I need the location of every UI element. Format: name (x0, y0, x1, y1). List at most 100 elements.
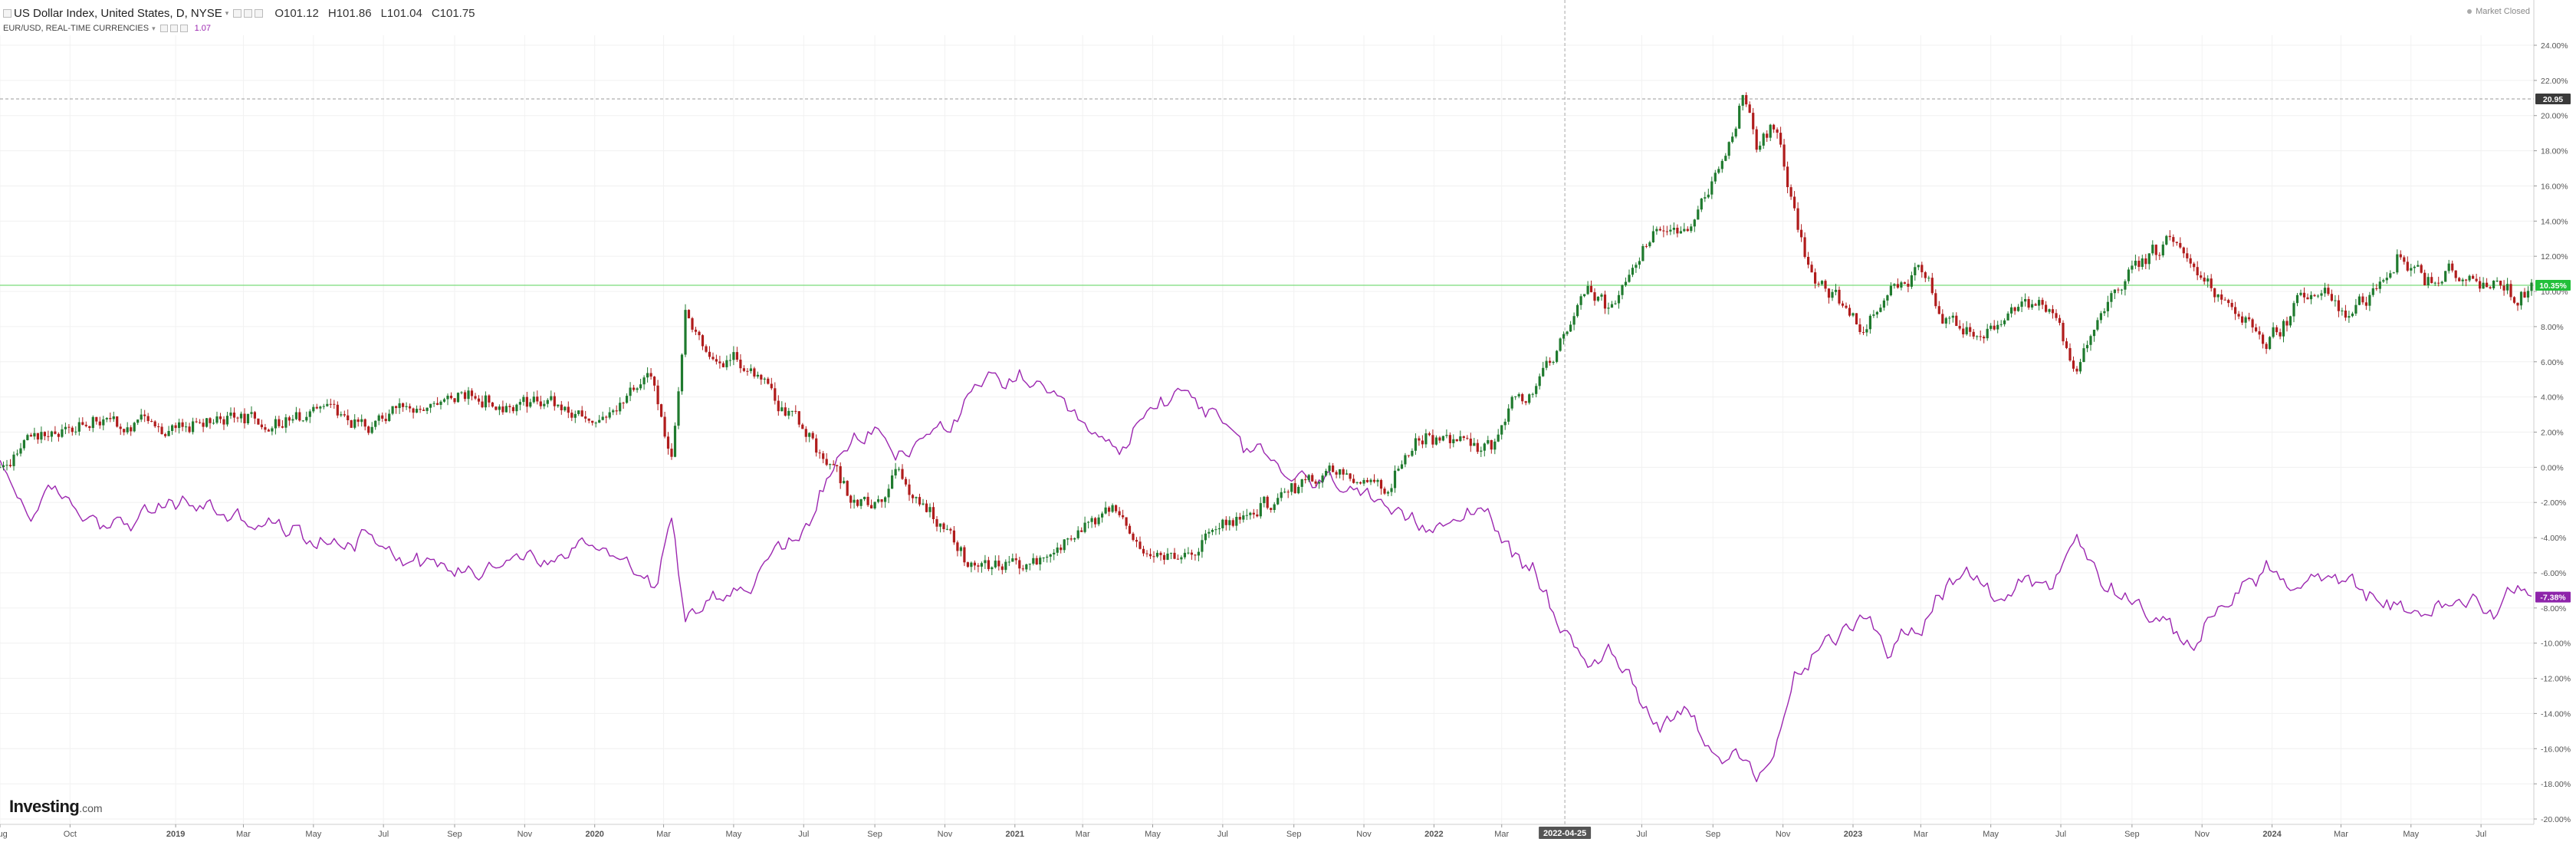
collapse-toggle-icon[interactable] (3, 8, 12, 18)
x-tick-label: Nov (2194, 830, 2210, 839)
dxy-candle (1152, 551, 1155, 563)
candle-body (1907, 284, 1910, 287)
candle-body (2323, 288, 2327, 294)
settings-icon[interactable] (169, 25, 178, 32)
candle-body (2444, 271, 2447, 282)
candle-body (1748, 104, 1751, 113)
candle-body (2526, 291, 2530, 298)
dxy-candle (1752, 107, 1755, 135)
candle-body (1865, 329, 1868, 333)
dxy-candle (105, 417, 108, 423)
x-tick-label: Oct (64, 830, 77, 839)
dxy-candle (1986, 324, 1989, 341)
dxy-candle (818, 449, 821, 459)
dxy-candle (897, 466, 901, 472)
dxy-candle (1469, 433, 1472, 452)
candle-body (1930, 278, 1934, 294)
dxy-candle (963, 544, 966, 567)
candle-body (673, 426, 677, 457)
visibility-icon[interactable] (233, 8, 242, 18)
dxy-candle (1311, 472, 1314, 482)
chevron-down-icon[interactable]: ▾ (152, 24, 156, 32)
candle-body (153, 421, 156, 426)
dxy-candle (2241, 311, 2244, 325)
candle-body (2313, 294, 2316, 297)
dxy-candle (1800, 224, 1803, 242)
dxy-candle (880, 499, 883, 508)
candle-body (977, 565, 980, 567)
candle-body (1142, 548, 1145, 554)
dxy-candle (1273, 502, 1276, 513)
dxy-candle (2013, 306, 2016, 315)
candle-body (2337, 300, 2340, 311)
dxy-candle (1242, 511, 1245, 523)
dxy-candle (377, 413, 380, 426)
dxy-candle (1066, 538, 1070, 546)
dxy-candle (153, 420, 156, 429)
compare-title[interactable]: EUR/USD, REAL-TIME CURRENCIES (3, 24, 150, 33)
visibility-icon[interactable] (159, 25, 168, 32)
dxy-candle (945, 525, 948, 531)
dxy-candle (1727, 141, 1730, 160)
candle-body (1924, 272, 1927, 278)
dxy-candle (2382, 278, 2385, 283)
candle-body (2306, 297, 2309, 300)
dxy-candle (1614, 300, 1617, 305)
chevron-down-icon[interactable]: ▾ (225, 8, 229, 17)
dxy-candle (2320, 290, 2323, 301)
candle-body (987, 560, 990, 570)
candle-body (1500, 425, 1503, 435)
candle-body (825, 459, 828, 465)
candle-body (2193, 263, 2196, 268)
candle-body (1900, 282, 1903, 288)
candle-body (922, 503, 925, 505)
candle-body (1307, 475, 1310, 481)
candle-body (1035, 557, 1038, 564)
settings-icon[interactable] (244, 8, 253, 18)
dxy-candle (40, 426, 43, 443)
dxy-candle (2220, 289, 2223, 305)
candle-body (2440, 281, 2443, 284)
candle-body (2234, 307, 2237, 314)
candle-body (546, 400, 549, 404)
dxy-candle (1379, 479, 1383, 495)
candle-body (843, 481, 846, 484)
dxy-candle (1132, 531, 1135, 542)
candle-body (2172, 237, 2175, 242)
dxy-candle (1958, 320, 1961, 331)
dxy-candle (853, 495, 856, 509)
dxy-candle (199, 419, 202, 424)
time-axis[interactable]: AugOct2019MarMayJulSepNov2020MarMayJulSe… (0, 824, 2534, 839)
close-icon[interactable] (179, 25, 188, 32)
dxy-candle (2003, 318, 2006, 327)
dxy-candle (1090, 515, 1093, 528)
candle-body (1948, 317, 1951, 319)
dxy-candle (2193, 261, 2196, 271)
candle-body (1538, 376, 1541, 386)
candle-body (1115, 505, 1118, 511)
dxy-candle (2041, 298, 2044, 310)
dxy-candle (843, 477, 846, 485)
x-tick-label: May (1983, 830, 1999, 839)
dxy-candle (1610, 301, 1614, 308)
candle-body (1201, 540, 1204, 552)
dxy-candle (363, 418, 366, 431)
dxy-candle (546, 398, 549, 408)
price-axis[interactable]: 24.00%22.00%20.00%18.00%16.00%14.00%12.0… (2533, 0, 2571, 824)
dxy-candle (1783, 139, 1786, 171)
dxy-candle (1438, 436, 1441, 443)
candle-body (1545, 360, 1548, 368)
candle-body (271, 428, 274, 432)
symbol-title[interactable]: US Dollar Index, United States, D, NYSE (14, 6, 222, 20)
candle-body (1194, 554, 1197, 556)
candle-body (98, 421, 101, 426)
dxy-candle (1404, 452, 1407, 468)
candle-body (2200, 275, 2203, 278)
candle-body (1266, 496, 1269, 508)
candle-body (1542, 367, 1545, 377)
candle-body (1080, 530, 1083, 532)
dxy-candle (1621, 284, 1624, 300)
close-icon[interactable] (255, 8, 264, 18)
candle-body (1208, 531, 1211, 534)
